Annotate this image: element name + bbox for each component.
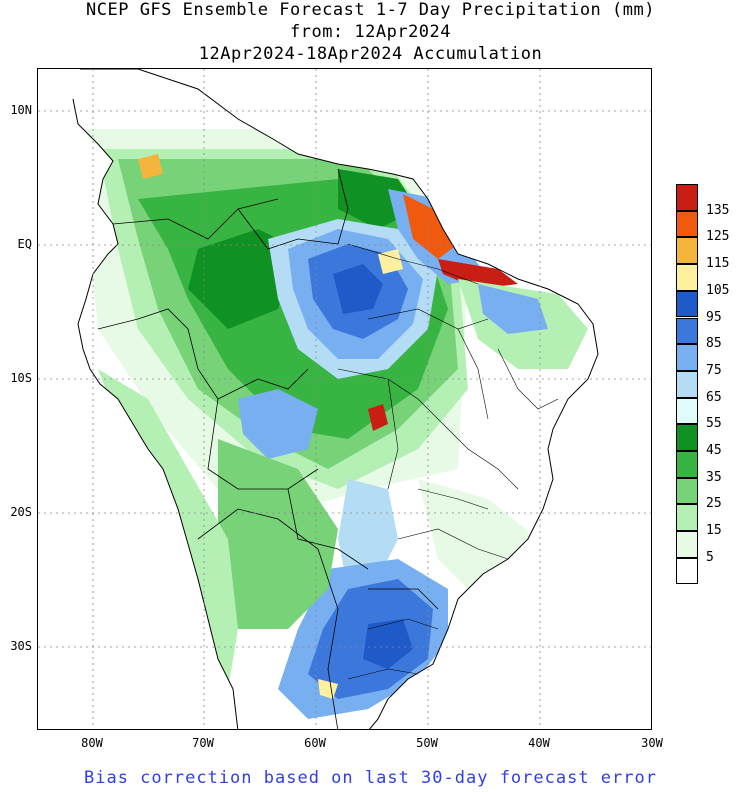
legend-label: 5 [706, 549, 714, 565]
legend-swatch [676, 344, 698, 371]
legend-swatch [676, 397, 698, 425]
legend-label: 15 [706, 523, 722, 539]
legend-label: 45 [706, 443, 722, 458]
map-title: NCEP GFS Ensemble Forecast 1-7 Day Preci… [86, 0, 655, 20]
legend-label: 85 [706, 336, 722, 352]
legend-swatch [676, 184, 698, 211]
legend-label: 55 [706, 416, 722, 432]
lon-label-30w: 30W [641, 736, 663, 750]
legend-swatch [676, 451, 698, 478]
lon-label-40w: 40W [528, 736, 550, 750]
lon-label-80w: 80W [81, 736, 103, 750]
lat-label-30s: 30S [10, 639, 32, 653]
lat-label-eq: EQ [17, 237, 32, 251]
legend-label: 35 [706, 469, 722, 485]
legend-label: 115 [706, 256, 730, 272]
legend-swatch [676, 317, 698, 345]
legend-swatch [676, 557, 698, 585]
lon-label-50w: 50W [416, 736, 438, 750]
lon-label-60w: 60W [304, 736, 326, 750]
legend-swatch [676, 477, 698, 505]
grid-lines [38, 69, 651, 729]
legend-label: 65 [706, 389, 722, 405]
legend-swatch [676, 424, 698, 451]
map-canvas [38, 69, 651, 729]
coastline [72, 69, 599, 729]
legend-label: 125 [706, 229, 730, 245]
legend-label: 25 [706, 496, 722, 512]
bias-correction-note: Bias correction based on last 30-day for… [84, 768, 657, 788]
legend-swatch [676, 504, 698, 532]
legend-label: 135 [706, 202, 730, 218]
lat-label-10s: 10S [10, 371, 32, 385]
legend-swatch [676, 370, 698, 398]
map-subtitle-accumulation: 12Apr2024-18Apr2024 Accumulation [198, 44, 543, 64]
legend-swatch [676, 531, 698, 558]
lat-label-20s: 20S [10, 505, 32, 519]
lat-label-10n: 10N [10, 103, 32, 117]
legend-swatch [676, 210, 698, 238]
precipitation-map [37, 68, 652, 730]
legend-swatch [676, 264, 698, 291]
map-subtitle-date: from: 12Apr2024 [289, 22, 452, 42]
legend-label: 95 [706, 309, 722, 325]
legend-swatch [676, 290, 698, 318]
state-borders [337, 243, 559, 680]
legend-label: 105 [706, 282, 730, 298]
legend-swatch [676, 237, 698, 265]
legend-label: 75 [706, 362, 722, 378]
country-borders [97, 168, 439, 729]
lon-label-70w: 70W [192, 736, 214, 750]
